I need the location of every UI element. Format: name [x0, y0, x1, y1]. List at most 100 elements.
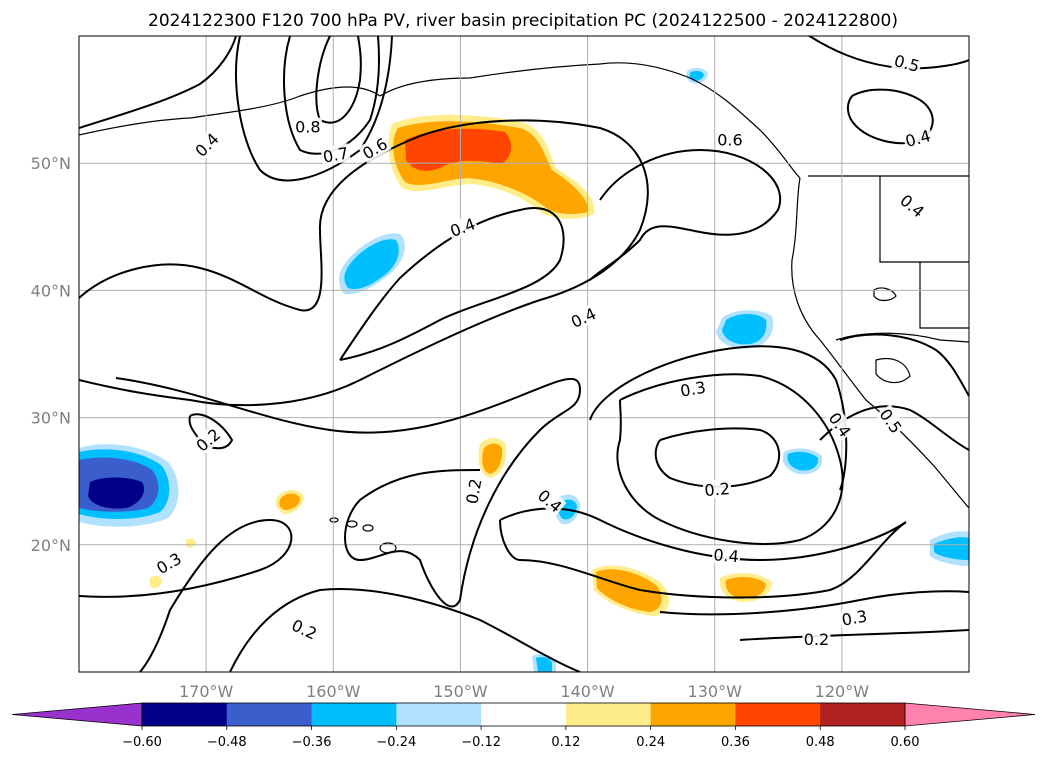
coastline: [379, 62, 801, 179]
colorbar: −0.60 −0.48 −0.36 −0.24 −0.12 0.12 0.24 0.36 0.4…: [11, 702, 1036, 750]
contour-label: 0.8: [295, 118, 320, 137]
pv-contour: [616, 373, 844, 545]
contour-label-bg: [293, 117, 322, 136]
coastline: [79, 86, 381, 136]
contour-label-bg: [533, 484, 567, 517]
pv-contour: [739, 629, 969, 641]
map-area: 0.80.7 0.6 0.4 0.4 0.4 0.3 0.2 0.2 0.4 0.2 0.4 0.3 0…: [79, 36, 969, 672]
island-outline: [329, 517, 339, 523]
axis-ticks: 170°W 160°W 150°W 140°W 130°W 120°W 20°N 30°N 40…: [31, 154, 870, 701]
pv-contour: [235, 36, 393, 182]
contour-label-bg: [320, 143, 352, 166]
contour-label-bg: [839, 606, 870, 629]
contour-label: 0.3: [840, 607, 868, 630]
pv-contour: [589, 148, 781, 281]
colorbar-segment: [142, 703, 228, 726]
contour-label-bg: [902, 125, 934, 151]
colorbar-segment: [396, 703, 482, 726]
contour-label: 0.2: [289, 616, 320, 644]
contour-label-bg: [875, 404, 907, 438]
precip-pc-shading: [344, 239, 399, 290]
precip-pc-shading: [934, 537, 969, 560]
precip-pc-shading: [725, 576, 766, 598]
precip-pc-shading: [150, 575, 162, 589]
pv-contour: [315, 36, 362, 124]
x-tick-label: 150°W: [433, 682, 488, 701]
precip-pc-shading: [482, 443, 503, 474]
precip-pc-shading: [186, 538, 196, 548]
contour-label-bg: [446, 213, 479, 241]
x-tick-label: 160°W: [306, 682, 361, 701]
pv-contour: [499, 507, 907, 599]
colorbar-tick-label: 0.60: [891, 735, 920, 750]
colorbar-tick-label: −0.12: [461, 735, 501, 750]
contour-label: 0.2: [804, 630, 829, 649]
contour-label-bg: [566, 303, 600, 332]
contour-label-bg: [462, 475, 485, 507]
contour-label-bg: [287, 615, 321, 644]
precip-pc-shading: [596, 569, 662, 612]
precip-pc-shading: [722, 314, 767, 345]
contour-label: 0.2: [704, 479, 731, 500]
contour-label: 0.2: [462, 477, 485, 505]
island-outline: [346, 520, 358, 528]
precip-pc-shading: [88, 477, 145, 509]
contour-label: 0.3: [679, 378, 707, 401]
colorbar-extend-min: [11, 702, 143, 727]
contour-label-bg: [711, 545, 741, 566]
colorbar-tick-label: −0.24: [376, 735, 416, 750]
precip-pc-shading: [279, 493, 300, 510]
contour-label: 0.3: [153, 549, 185, 578]
map-frame: [78, 35, 970, 673]
y-tick-label: 40°N: [31, 281, 71, 300]
colorbar-segment: [226, 703, 313, 726]
island-outline: [362, 524, 374, 532]
pv-contour: [79, 518, 293, 672]
colorbar-segment: [650, 703, 736, 726]
colorbar-tick-label: 0.12: [551, 735, 580, 750]
x-tick-label: 140°W: [560, 682, 615, 701]
contour-label: 0.5: [892, 51, 922, 76]
x-tick-label: 170°W: [179, 682, 234, 701]
colorbar-tick-label: −0.48: [207, 735, 247, 750]
pv-contour: [659, 590, 969, 616]
pv-contour: [339, 207, 565, 361]
contour-label: 0.4: [568, 304, 599, 332]
colorbar-tick-label: 0.36: [721, 735, 750, 750]
contour-label-bg: [190, 128, 223, 161]
colorbar-tick-label: −0.60: [122, 735, 162, 750]
colorbar-segment: [481, 703, 567, 726]
colorbar-segment: [735, 703, 821, 726]
contour-label: 0.6: [359, 134, 391, 163]
coastline: [875, 357, 911, 384]
coastline: [879, 176, 969, 263]
contour-label: 0.7: [322, 144, 350, 167]
contour-label: 0.2: [193, 425, 225, 456]
x-tick-label: 130°W: [688, 682, 743, 701]
colorbar-tick-label: −0.36: [292, 735, 332, 750]
contour-label-bg: [895, 189, 929, 222]
contour-label-bg: [702, 478, 732, 500]
pv-contour: [188, 413, 234, 450]
contour-label-bg: [715, 130, 744, 149]
precip-pc-shading: [787, 451, 819, 471]
contour-label: 0.4: [713, 545, 740, 566]
pv-contour: [79, 36, 237, 129]
y-tick-label: 30°N: [31, 409, 71, 428]
colorbar-segment: [820, 703, 906, 726]
contour-label-bg: [891, 50, 923, 76]
contour-label-bg: [824, 408, 856, 442]
contour-label-bg: [191, 423, 225, 456]
contour-label-bg: [358, 133, 392, 164]
contour-label-bg: [152, 548, 186, 578]
coastline: [919, 262, 969, 329]
precip-pc-shading: [405, 128, 512, 171]
contour-label: 0.6: [717, 130, 742, 149]
contour-label: 0.4: [825, 409, 855, 441]
pv-contour: [79, 119, 649, 407]
colorbar-extend-max: [904, 702, 1036, 727]
contour-label-bg: [677, 377, 709, 400]
coastline: [791, 177, 969, 509]
